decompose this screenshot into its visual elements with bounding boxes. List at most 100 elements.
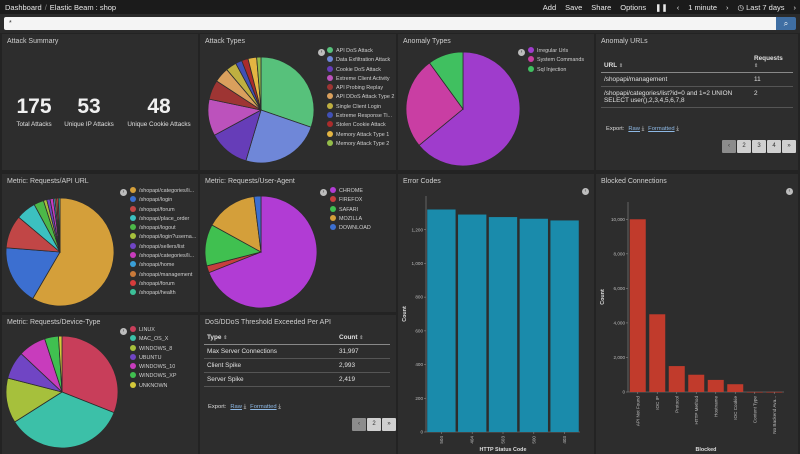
legend-toggle-icon[interactable]: ›: [320, 189, 327, 196]
download-icon[interactable]: ⤓: [639, 126, 645, 132]
bar[interactable]: [629, 219, 646, 392]
legend-toggle-icon[interactable]: ‹: [786, 188, 793, 195]
download-icon[interactable]: ⤓: [276, 404, 281, 410]
search-input[interactable]: [4, 17, 776, 30]
legend-item[interactable]: UNKNOWN: [130, 381, 176, 391]
legend-item[interactable]: Stolen Cookie Attack: [327, 121, 394, 130]
prev-time-icon[interactable]: ‹: [676, 3, 680, 12]
bar[interactable]: [427, 209, 456, 432]
bar[interactable]: [688, 374, 705, 392]
page-prev-button[interactable]: ‹: [722, 140, 736, 153]
legend-item[interactable]: Extreme Response Ti...: [327, 112, 394, 121]
page-prev-button[interactable]: ‹: [352, 418, 366, 431]
page-2-button[interactable]: 2: [367, 418, 381, 431]
legend-item[interactable]: Data Exfiltration Attack: [327, 56, 394, 65]
download-icon[interactable]: ⤓: [241, 404, 247, 410]
pie-slice[interactable]: [5, 247, 61, 300]
legend-item[interactable]: Memory Attack Type 1: [327, 130, 394, 140]
legend-item[interactable]: /shopapi/login?userna...: [130, 233, 196, 242]
pie-slice[interactable]: [256, 56, 262, 111]
legend-item[interactable]: Memory Attack Type 2: [327, 139, 394, 149]
bar[interactable]: [707, 379, 724, 392]
column-header-type[interactable]: Type ⇕: [204, 331, 336, 345]
page-4-button[interactable]: 4: [767, 140, 781, 153]
breadcrumb-dashboard-link[interactable]: Dashboard: [5, 3, 42, 12]
bar[interactable]: [727, 384, 744, 392]
legend-toggle-icon[interactable]: ›: [518, 49, 525, 56]
next-time-icon[interactable]: ›: [726, 3, 729, 12]
legend-item[interactable]: API DoS Attack: [327, 47, 394, 56]
page-3-button[interactable]: 3: [752, 140, 766, 153]
pie-slice[interactable]: [58, 335, 63, 393]
page-next-button[interactable]: »: [382, 418, 396, 431]
share-button[interactable]: Share: [591, 3, 612, 12]
legend-item[interactable]: /shopapi/logout: [130, 224, 196, 233]
legend-item[interactable]: Irregular Urls: [528, 47, 584, 56]
pie-slice[interactable]: [418, 51, 521, 167]
pie-slice[interactable]: [405, 62, 464, 146]
legend-item[interactable]: /shopapi/categories/li...: [130, 187, 196, 196]
column-header-requests[interactable]: Requests ⇕: [751, 52, 793, 73]
legend-item[interactable]: Cookie DoS Attack: [327, 65, 394, 75]
pause-icon[interactable]: ❚❚: [655, 3, 668, 12]
pie-slice[interactable]: [245, 109, 312, 164]
pie-slice[interactable]: [14, 391, 115, 449]
bar[interactable]: [668, 366, 685, 392]
legend-item[interactable]: /shopapi/place_order: [130, 214, 196, 224]
legend-item[interactable]: UBUNTU: [130, 353, 176, 363]
pie-slice[interactable]: [428, 51, 464, 111]
export-formatted-link[interactable]: Formatted: [250, 404, 277, 410]
bar[interactable]: [519, 218, 548, 432]
column-header-url[interactable]: URL ⇕: [601, 52, 751, 73]
page-next-button[interactable]: »: [782, 140, 796, 153]
bar[interactable]: [550, 220, 579, 432]
pie-slice[interactable]: [32, 197, 115, 307]
save-button[interactable]: Save: [565, 3, 583, 12]
pie-slice[interactable]: [61, 335, 119, 414]
legend-toggle-icon[interactable]: ‹: [582, 188, 589, 195]
column-header-count[interactable]: Count ⇕: [336, 331, 390, 345]
export-raw-link[interactable]: Raw: [230, 404, 242, 410]
legend-toggle-icon[interactable]: ›: [318, 49, 325, 56]
time-range-next-icon[interactable]: ›: [793, 3, 797, 12]
export-raw-link[interactable]: Raw: [628, 126, 640, 132]
pie-slice[interactable]: [208, 195, 318, 309]
pie-slice[interactable]: [260, 56, 315, 128]
legend-item[interactable]: WINDOWS_8: [130, 344, 176, 354]
time-range-button[interactable]: ◷ Last 7 days: [738, 3, 785, 12]
bar[interactable]: [458, 214, 487, 432]
legend-toggle-icon[interactable]: ›: [120, 189, 127, 196]
bar[interactable]: [649, 314, 666, 392]
legend-item[interactable]: SAFARI: [330, 205, 371, 215]
refresh-interval-button[interactable]: 1 minute: [688, 3, 717, 12]
legend-item[interactable]: WINDOWS_10: [130, 363, 176, 372]
add-button[interactable]: Add: [542, 3, 557, 12]
pie-slice[interactable]: [253, 195, 262, 253]
page-2-button[interactable]: 2: [737, 140, 751, 153]
legend-item[interactable]: /shopapi/sellers/list: [130, 242, 196, 252]
bar[interactable]: [488, 217, 518, 432]
legend-item[interactable]: LINUX: [130, 326, 176, 335]
legend-item[interactable]: /shopapi/home: [130, 261, 196, 270]
legend-item[interactable]: Extreme Client Activity: [327, 74, 394, 84]
export-formatted-link[interactable]: Formatted: [648, 126, 675, 132]
pie-slice[interactable]: [57, 197, 61, 253]
options-button[interactable]: Options: [620, 3, 647, 12]
legend-item[interactable]: Single Client Login: [327, 102, 394, 112]
legend-item[interactable]: /shopapi/management: [130, 270, 196, 280]
legend-item[interactable]: FIREFOX: [330, 196, 371, 205]
legend-item[interactable]: MOZILLA: [330, 214, 371, 224]
legend-item[interactable]: WINDOWS_XP: [130, 372, 176, 381]
legend-item[interactable]: API DDoS Attack Type 2: [327, 93, 394, 102]
download-icon[interactable]: ⤓: [674, 126, 679, 132]
legend-item[interactable]: /shopapi/login: [130, 196, 196, 205]
legend-item[interactable]: DOWNLOAD: [330, 224, 371, 233]
legend-item[interactable]: System Commands: [528, 56, 584, 65]
legend-item[interactable]: Sql Injection: [528, 65, 584, 75]
legend-item[interactable]: CHROME: [330, 187, 371, 196]
legend-item[interactable]: /shopapi/categories/li...: [130, 252, 196, 261]
legend-item[interactable]: /shopapi/forum: [130, 205, 196, 215]
legend-item[interactable]: MAC_OS_X: [130, 335, 176, 344]
legend-toggle-icon[interactable]: ›: [120, 328, 127, 335]
legend-item[interactable]: API Probing Replay: [327, 84, 394, 93]
